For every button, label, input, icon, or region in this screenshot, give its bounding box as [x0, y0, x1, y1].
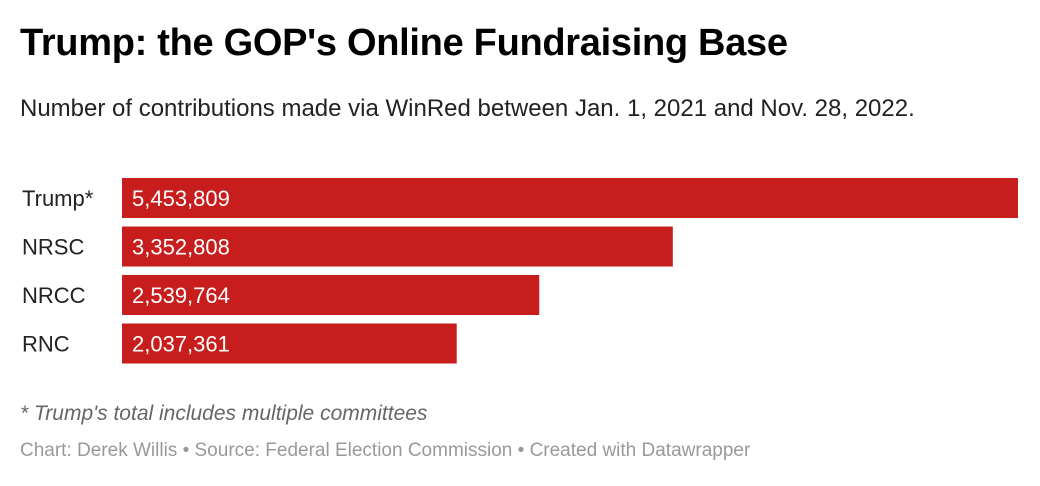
bar-value-label: 2,539,764	[132, 283, 230, 308]
bar-chart: Trump* 5,453,809 NRSC 3,352,808 NRCC 2,539,76…	[22, 178, 1018, 364]
category-label: NRCC	[22, 283, 86, 308]
category-label: Trump*	[22, 186, 94, 211]
category-label: RNC	[22, 332, 70, 357]
bar	[122, 275, 540, 315]
chart-note: * Trump's total includes multiple commit…	[20, 402, 428, 425]
chart-subtitle: Number of contributions made via WinRed …	[20, 95, 915, 122]
bar-value-label: 3,352,808	[132, 235, 230, 260]
bar	[122, 178, 1018, 218]
bar-value-label: 5,453,809	[132, 186, 230, 211]
bar	[122, 226, 673, 267]
bar	[122, 323, 457, 364]
bar-value-label: 2,037,361	[132, 332, 230, 357]
category-label: NRSC	[22, 235, 84, 260]
chart-title: Trump: the GOP's Online Fundraising Base	[20, 22, 788, 64]
chart-credit: Chart: Derek Willis • Source: Federal El…	[20, 440, 751, 461]
